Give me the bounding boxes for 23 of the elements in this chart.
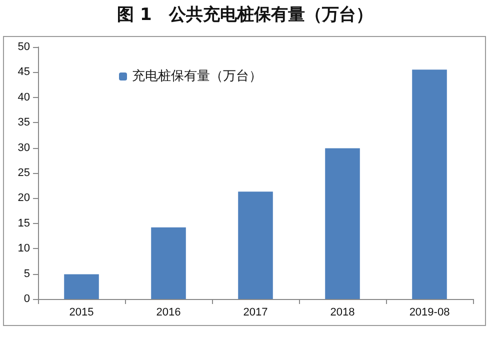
x-tick-label: 2015	[69, 306, 94, 318]
y-tick-label: 0	[24, 293, 30, 305]
bar	[64, 274, 99, 299]
x-tick-label: 2017	[243, 306, 268, 318]
y-tick-label: 40	[18, 91, 30, 104]
bar	[325, 148, 360, 299]
bar	[412, 70, 447, 299]
y-tick-label: 25	[18, 167, 30, 179]
y-tick-label: 45	[18, 66, 30, 78]
chart-title: 图 1 公共充电桩保有量（万台）	[116, 4, 374, 27]
bar	[151, 227, 186, 299]
x-tick-label: 2019-08	[409, 306, 450, 318]
y-tick-label: 5	[24, 268, 30, 280]
y-tick-label: 30	[18, 142, 30, 154]
y-tick-label: 50	[18, 41, 30, 53]
y-tick-label: 15	[18, 217, 30, 230]
y-tick-label: 10	[18, 242, 30, 255]
x-tick-label: 2016	[156, 306, 181, 318]
bar	[238, 192, 273, 299]
y-tick-label: 20	[18, 192, 30, 204]
legend-label: 充电桩保有量（万台）	[132, 69, 262, 84]
y-tick-label: 35	[18, 116, 30, 129]
x-tick-label: 2018	[330, 306, 355, 318]
